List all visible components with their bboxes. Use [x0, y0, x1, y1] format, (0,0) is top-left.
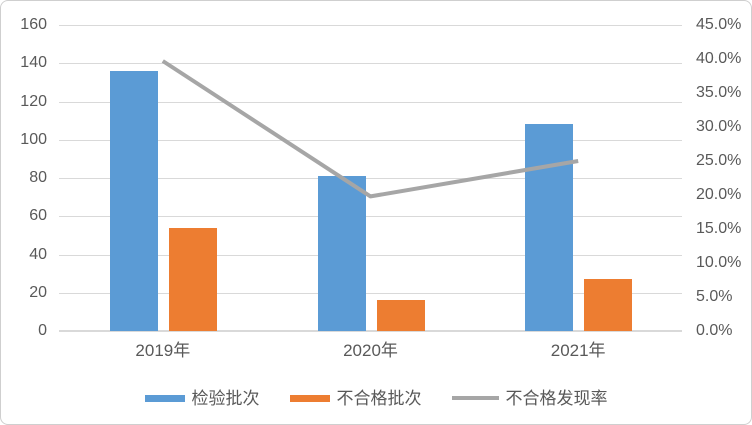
y-axis-right-tick-label: 30.0% — [696, 118, 742, 135]
y-axis-right-tick-label: 10.0% — [696, 254, 742, 271]
y-axis-left-tick-label: 80 — [29, 169, 47, 186]
gridline — [59, 254, 682, 256]
bar-unqualified-batches-2021年 — [584, 279, 633, 331]
y-axis-right-tick-label: 15.0% — [696, 220, 742, 237]
gridline — [59, 101, 682, 103]
y-axis-right-tick-label: 35.0% — [696, 84, 742, 101]
legend-swatch-unqualified-batches-bar-icon — [289, 394, 330, 402]
gridline — [59, 292, 682, 294]
bar-unqualified-batches-2020年 — [376, 300, 425, 331]
bar-unqualified-batches-2019年 — [168, 227, 217, 331]
gridline — [59, 63, 682, 65]
gridline — [59, 216, 682, 218]
line-unqualified-rate — [161, 59, 579, 199]
y-axis-left-tick-label: 120 — [20, 92, 47, 110]
y-axis-right-tick-label: 20.0% — [696, 186, 742, 203]
y-axis-left-tick-label: 60 — [29, 207, 47, 225]
legend-item-unqualified-rate: 不合格发现率 — [451, 388, 608, 408]
x-axis-category-label: 2019年 — [135, 341, 191, 360]
y-axis-left-tick-label: 140 — [20, 54, 47, 72]
x-axis-category-label: 2021年 — [550, 341, 606, 360]
legend-label-unqualified-rate: 不合格发现率 — [505, 388, 608, 408]
bar-inspection-batches-2021年 — [525, 124, 574, 331]
gridline — [59, 178, 682, 179]
legend-swatch-inspection-batches-bar-icon — [144, 394, 185, 402]
y-axis-right-tick-label: 0.0% — [696, 322, 733, 339]
y-axis-left-tick-label: 100 — [20, 130, 47, 148]
x-axis-category-label: 2020年 — [343, 341, 398, 360]
y-axis-left-tick-label: 40 — [29, 245, 47, 263]
legend-label-inspection-batches: 检验批次 — [191, 388, 260, 408]
legend-item-unqualified-batches: 不合格批次 — [289, 388, 422, 408]
legend-swatch-unqualified-rate-line-icon — [451, 396, 499, 400]
y-axis-left-tick-label: 160 — [20, 16, 47, 33]
legend-label-unqualified-batches: 不合格批次 — [336, 388, 422, 408]
legend-item-inspection-batches: 检验批次 — [144, 388, 260, 408]
x-axis-line — [59, 330, 682, 332]
gridline — [59, 25, 682, 26]
y-axis-left-tick-label: 20 — [29, 283, 47, 301]
y-axis-right-tick-label: 40.0% — [696, 50, 742, 67]
bar-inspection-batches-2020年 — [317, 176, 366, 331]
legend: 检验批次 不合格批次 不合格发现率 — [1, 386, 751, 410]
gridline — [59, 139, 682, 141]
y-axis-right-tick-label: 5.0% — [696, 288, 733, 305]
bar-inspection-batches-2019年 — [109, 70, 158, 331]
y-axis-left-tick-label: 0 — [38, 322, 47, 339]
y-axis-right-tick-label: 45.0% — [696, 16, 742, 33]
y-axis-right-tick-label: 25.0% — [696, 152, 742, 169]
line-layer — [161, 59, 579, 199]
plot-area — [59, 25, 682, 332]
